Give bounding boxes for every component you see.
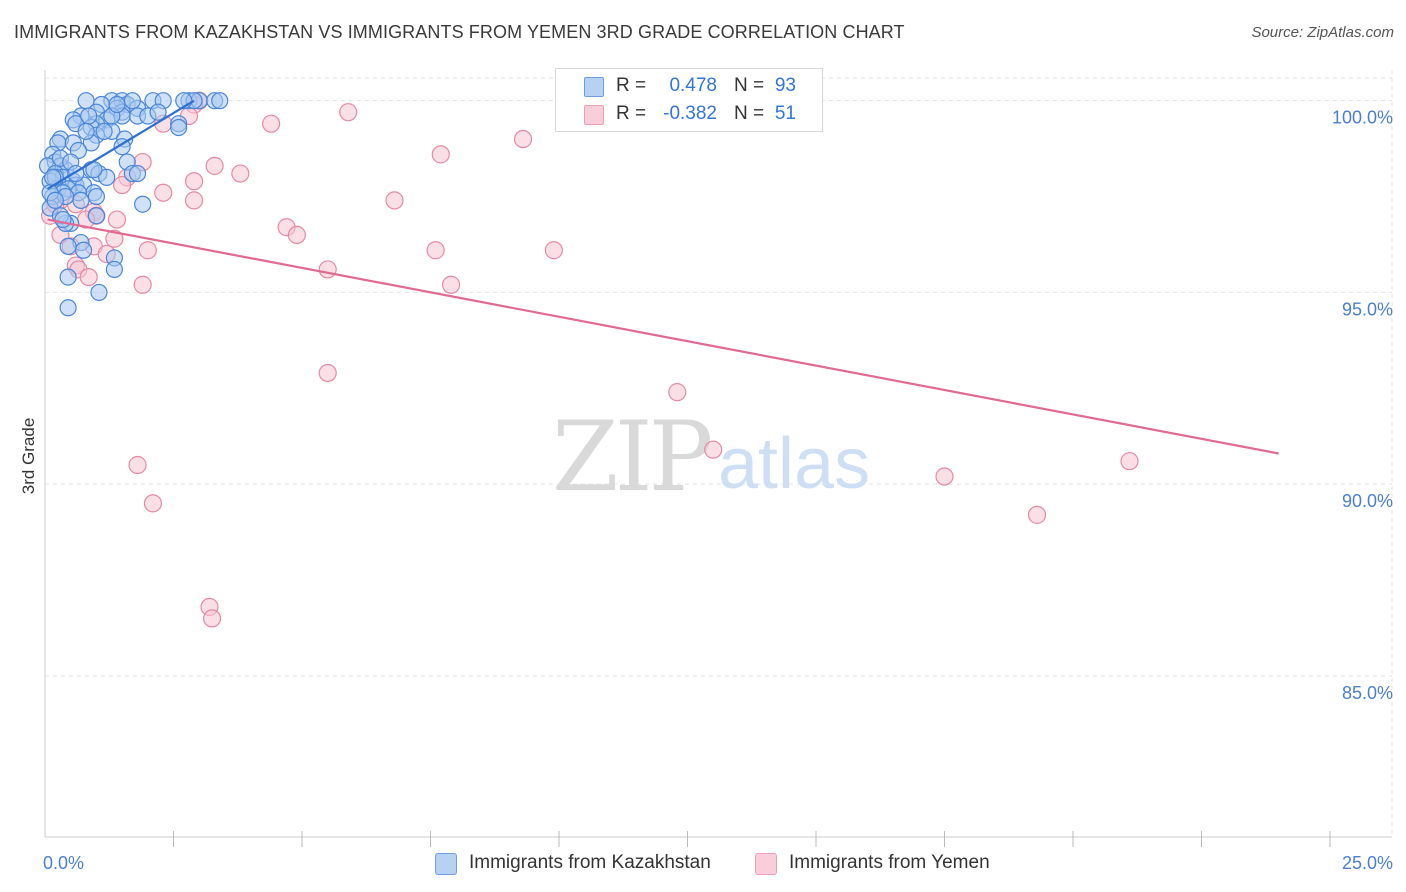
trend-lines (47, 99, 1279, 455)
yemen-point (107, 210, 127, 229)
yemen-point (133, 275, 152, 294)
yemen-point (202, 609, 222, 628)
yemen-point (426, 241, 445, 260)
legend-yemen-label: Immigrants from Yemen (789, 852, 990, 873)
yemen-point (184, 191, 204, 210)
kazakhstan-point (54, 210, 72, 229)
yemen-trend-line (47, 218, 1279, 455)
kazakhstan-point (72, 191, 90, 209)
n-label: N = (734, 103, 765, 124)
yemen-point (318, 363, 337, 383)
kazakhstan-point (80, 107, 98, 125)
yemen-point (105, 229, 124, 248)
yemen-point (318, 260, 337, 279)
r-value: 0.478 (669, 75, 717, 96)
yemen-point (1027, 505, 1047, 524)
kazakhstan-swatch (584, 77, 604, 97)
x-tick-label-min: 0.0% (43, 853, 84, 873)
source-credit: Source: ZipAtlas.com (1251, 24, 1394, 41)
watermark-zip: ZIP (552, 401, 711, 513)
kazakhstan-point (149, 103, 167, 121)
yemen-point (1120, 452, 1139, 471)
legend-kazakhstan-swatch (435, 853, 457, 875)
kazakhstan-point (170, 118, 188, 137)
n-value: 93 (774, 75, 796, 96)
stats-row-kazakhstan: R = 0.478 N = 93 (556, 73, 822, 101)
stats-box: R = 0.478 N = 93 R = -0.382 N = 51 (555, 68, 823, 132)
kazakhstan-point (105, 260, 123, 279)
series-yemen-points (41, 91, 1139, 628)
yemen-point (935, 467, 954, 486)
kazakhstan-point (211, 92, 229, 110)
yemen-point (143, 494, 163, 513)
kazakhstan-point (46, 191, 64, 209)
legend-yemen-swatch (755, 853, 777, 875)
kazakhstan-point (77, 122, 95, 140)
yemen-point (184, 172, 204, 191)
r-label: R = (616, 103, 647, 124)
y-tick-label: 85.0% (1342, 683, 1393, 703)
kazakhstan-point (128, 164, 147, 183)
kazakhstan-point (74, 241, 93, 259)
kazakhstan-point (90, 283, 108, 302)
watermark-atlas: atlas (718, 424, 870, 504)
y-tick-label: 100.0% (1332, 108, 1393, 128)
r-value: -0.382 (663, 103, 717, 124)
yemen-point (231, 164, 250, 183)
r-label: R = (616, 75, 647, 96)
yemen-point (138, 241, 157, 260)
kazakhstan-point (98, 168, 116, 186)
yemen-point (431, 145, 450, 164)
yemen-point (79, 267, 98, 287)
stats-row-yemen: R = -0.382 N = 51 (556, 101, 822, 129)
yemen-point (262, 114, 281, 133)
yemen-point (287, 225, 306, 245)
kazakhstan-point (59, 299, 77, 317)
yemen-point (544, 241, 563, 260)
kazakhstan-point (95, 122, 113, 140)
yemen-point (385, 191, 404, 210)
tick-labels: 85.0% 90.0% 95.0% 100.0% 0.0% 25.0% (43, 108, 1393, 873)
yemen-point (441, 275, 461, 294)
n-value: 51 (774, 103, 796, 124)
legend-kazakhstan-label: Immigrants from Kazakhstan (469, 852, 711, 873)
x-tick-label-max: 25.0% (1342, 853, 1393, 873)
yemen-point (112, 175, 132, 195)
chart-title: IMMIGRANTS FROM KAZAKHSTAN VS IMMIGRANTS… (14, 22, 905, 42)
yemen-point (513, 129, 533, 149)
yemen-point (205, 156, 224, 175)
kazakhstan-point (123, 92, 141, 110)
yemen-point (339, 103, 358, 122)
yemen-swatch (584, 105, 604, 125)
kazakhstan-point (87, 207, 106, 225)
kazakhstan-point (134, 195, 152, 213)
yemen-point (128, 455, 147, 475)
yemen-point (704, 440, 723, 459)
kazakhstan-point (59, 237, 77, 256)
yemen-point (154, 183, 173, 202)
kazakhstan-point (59, 268, 77, 286)
kazakhstan-trend-line (47, 99, 195, 190)
n-label: N = (734, 75, 765, 96)
kazakhstan-point (87, 187, 106, 206)
y-tick-label: 95.0% (1342, 299, 1393, 319)
y-tick-label: 90.0% (1342, 491, 1393, 511)
series-kazakhstan-points (38, 92, 229, 317)
y-axis-label: 3rd Grade (19, 418, 38, 495)
yemen-point (668, 383, 687, 402)
kazakhstan-point (108, 95, 126, 114)
